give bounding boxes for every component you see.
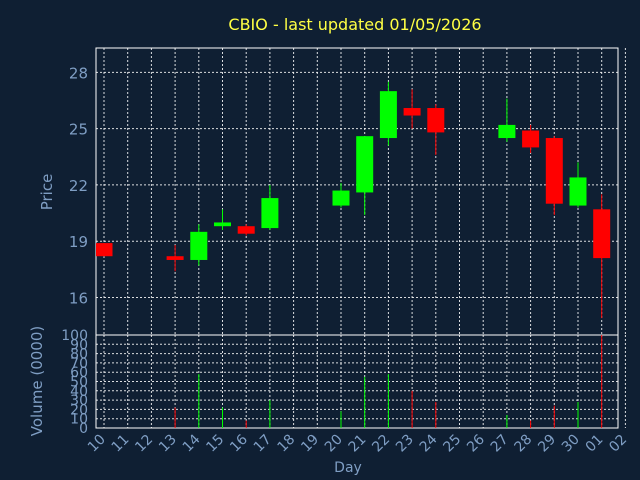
price-tick-label: 28 — [69, 64, 88, 82]
day-tick-label: 21 — [346, 432, 370, 456]
day-tick-label: 29 — [535, 432, 559, 456]
candle-body — [166, 256, 184, 260]
volume-tick-label: 60 — [70, 365, 88, 381]
candle-body — [569, 177, 587, 206]
day-tick-label: 10 — [85, 432, 109, 456]
candle-body — [332, 190, 350, 206]
price-tick-label: 19 — [69, 233, 88, 251]
candle-body — [545, 138, 563, 204]
price-axis-ticks: 16 19 22 25 28 — [69, 64, 88, 307]
chart-title: CBIO - last updated 01/05/2026 — [228, 15, 481, 34]
candle-body — [427, 108, 445, 133]
candle-body — [403, 108, 421, 116]
volume-tick-label: 80 — [70, 347, 88, 363]
price-tick-label: 16 — [69, 289, 88, 307]
candle-body — [593, 209, 611, 259]
day-tick-label: 11 — [109, 432, 133, 456]
day-tick-label: 02 — [606, 432, 630, 456]
day-tick-label: 26 — [464, 431, 488, 455]
day-tick-label: 16 — [227, 431, 251, 455]
volume-tick-label: 90 — [70, 337, 88, 353]
candle-body — [214, 222, 231, 227]
day-tick-label: 17 — [251, 432, 275, 456]
price-tick-label: 22 — [69, 177, 88, 195]
day-axis-ticks: 10 11 12 13 14 15 16 17 18 19 20 21 22 23 24 25 26 27 28 29… — [85, 431, 630, 455]
candles — [96, 81, 611, 319]
day-tick-label: 22 — [369, 432, 393, 456]
volume-tick-label: 30 — [70, 393, 88, 409]
candle-body — [379, 91, 397, 139]
candle-body — [498, 124, 516, 139]
volume-tick-label: 50 — [70, 375, 88, 391]
volume-tick-label: 100 — [61, 328, 88, 344]
volume-tick-label: 20 — [70, 402, 88, 418]
day-tick-label: 01 — [583, 432, 607, 456]
day-tick-label: 18 — [275, 432, 299, 456]
volume-panel-frame — [95, 334, 619, 429]
volume-bars — [174, 335, 603, 428]
day-tick-label: 14 — [180, 431, 204, 455]
volume-tick-label: 0 — [79, 421, 88, 437]
volume-tick-label: 40 — [70, 384, 88, 400]
candle-body — [190, 231, 208, 260]
price-tick-label: 25 — [69, 121, 88, 139]
day-tick-label: 28 — [512, 432, 536, 456]
day-tick-label: 20 — [322, 432, 346, 456]
candle-body — [522, 130, 540, 148]
volume-axis-label: Volume (0000) — [28, 326, 46, 436]
day-tick-label: 27 — [488, 432, 512, 456]
volume-tick-label: 10 — [70, 412, 88, 428]
candle-body — [96, 243, 113, 257]
candle-body — [237, 226, 255, 234]
candle-body — [261, 198, 279, 229]
day-tick-label: 19 — [298, 432, 322, 456]
day-tick-label: 30 — [559, 432, 583, 456]
price-axis-label: Price — [38, 174, 56, 211]
day-tick-label: 24 — [417, 431, 441, 455]
day-tick-label: 12 — [132, 432, 156, 456]
day-tick-label: 25 — [440, 432, 464, 456]
day-tick-label: 23 — [393, 432, 417, 456]
day-tick-label: 15 — [203, 432, 227, 456]
x-axis-label: Day — [334, 460, 362, 476]
volume-tick-label: 70 — [70, 356, 88, 372]
day-tick-label: 13 — [156, 432, 180, 456]
candle-body — [356, 136, 374, 193]
